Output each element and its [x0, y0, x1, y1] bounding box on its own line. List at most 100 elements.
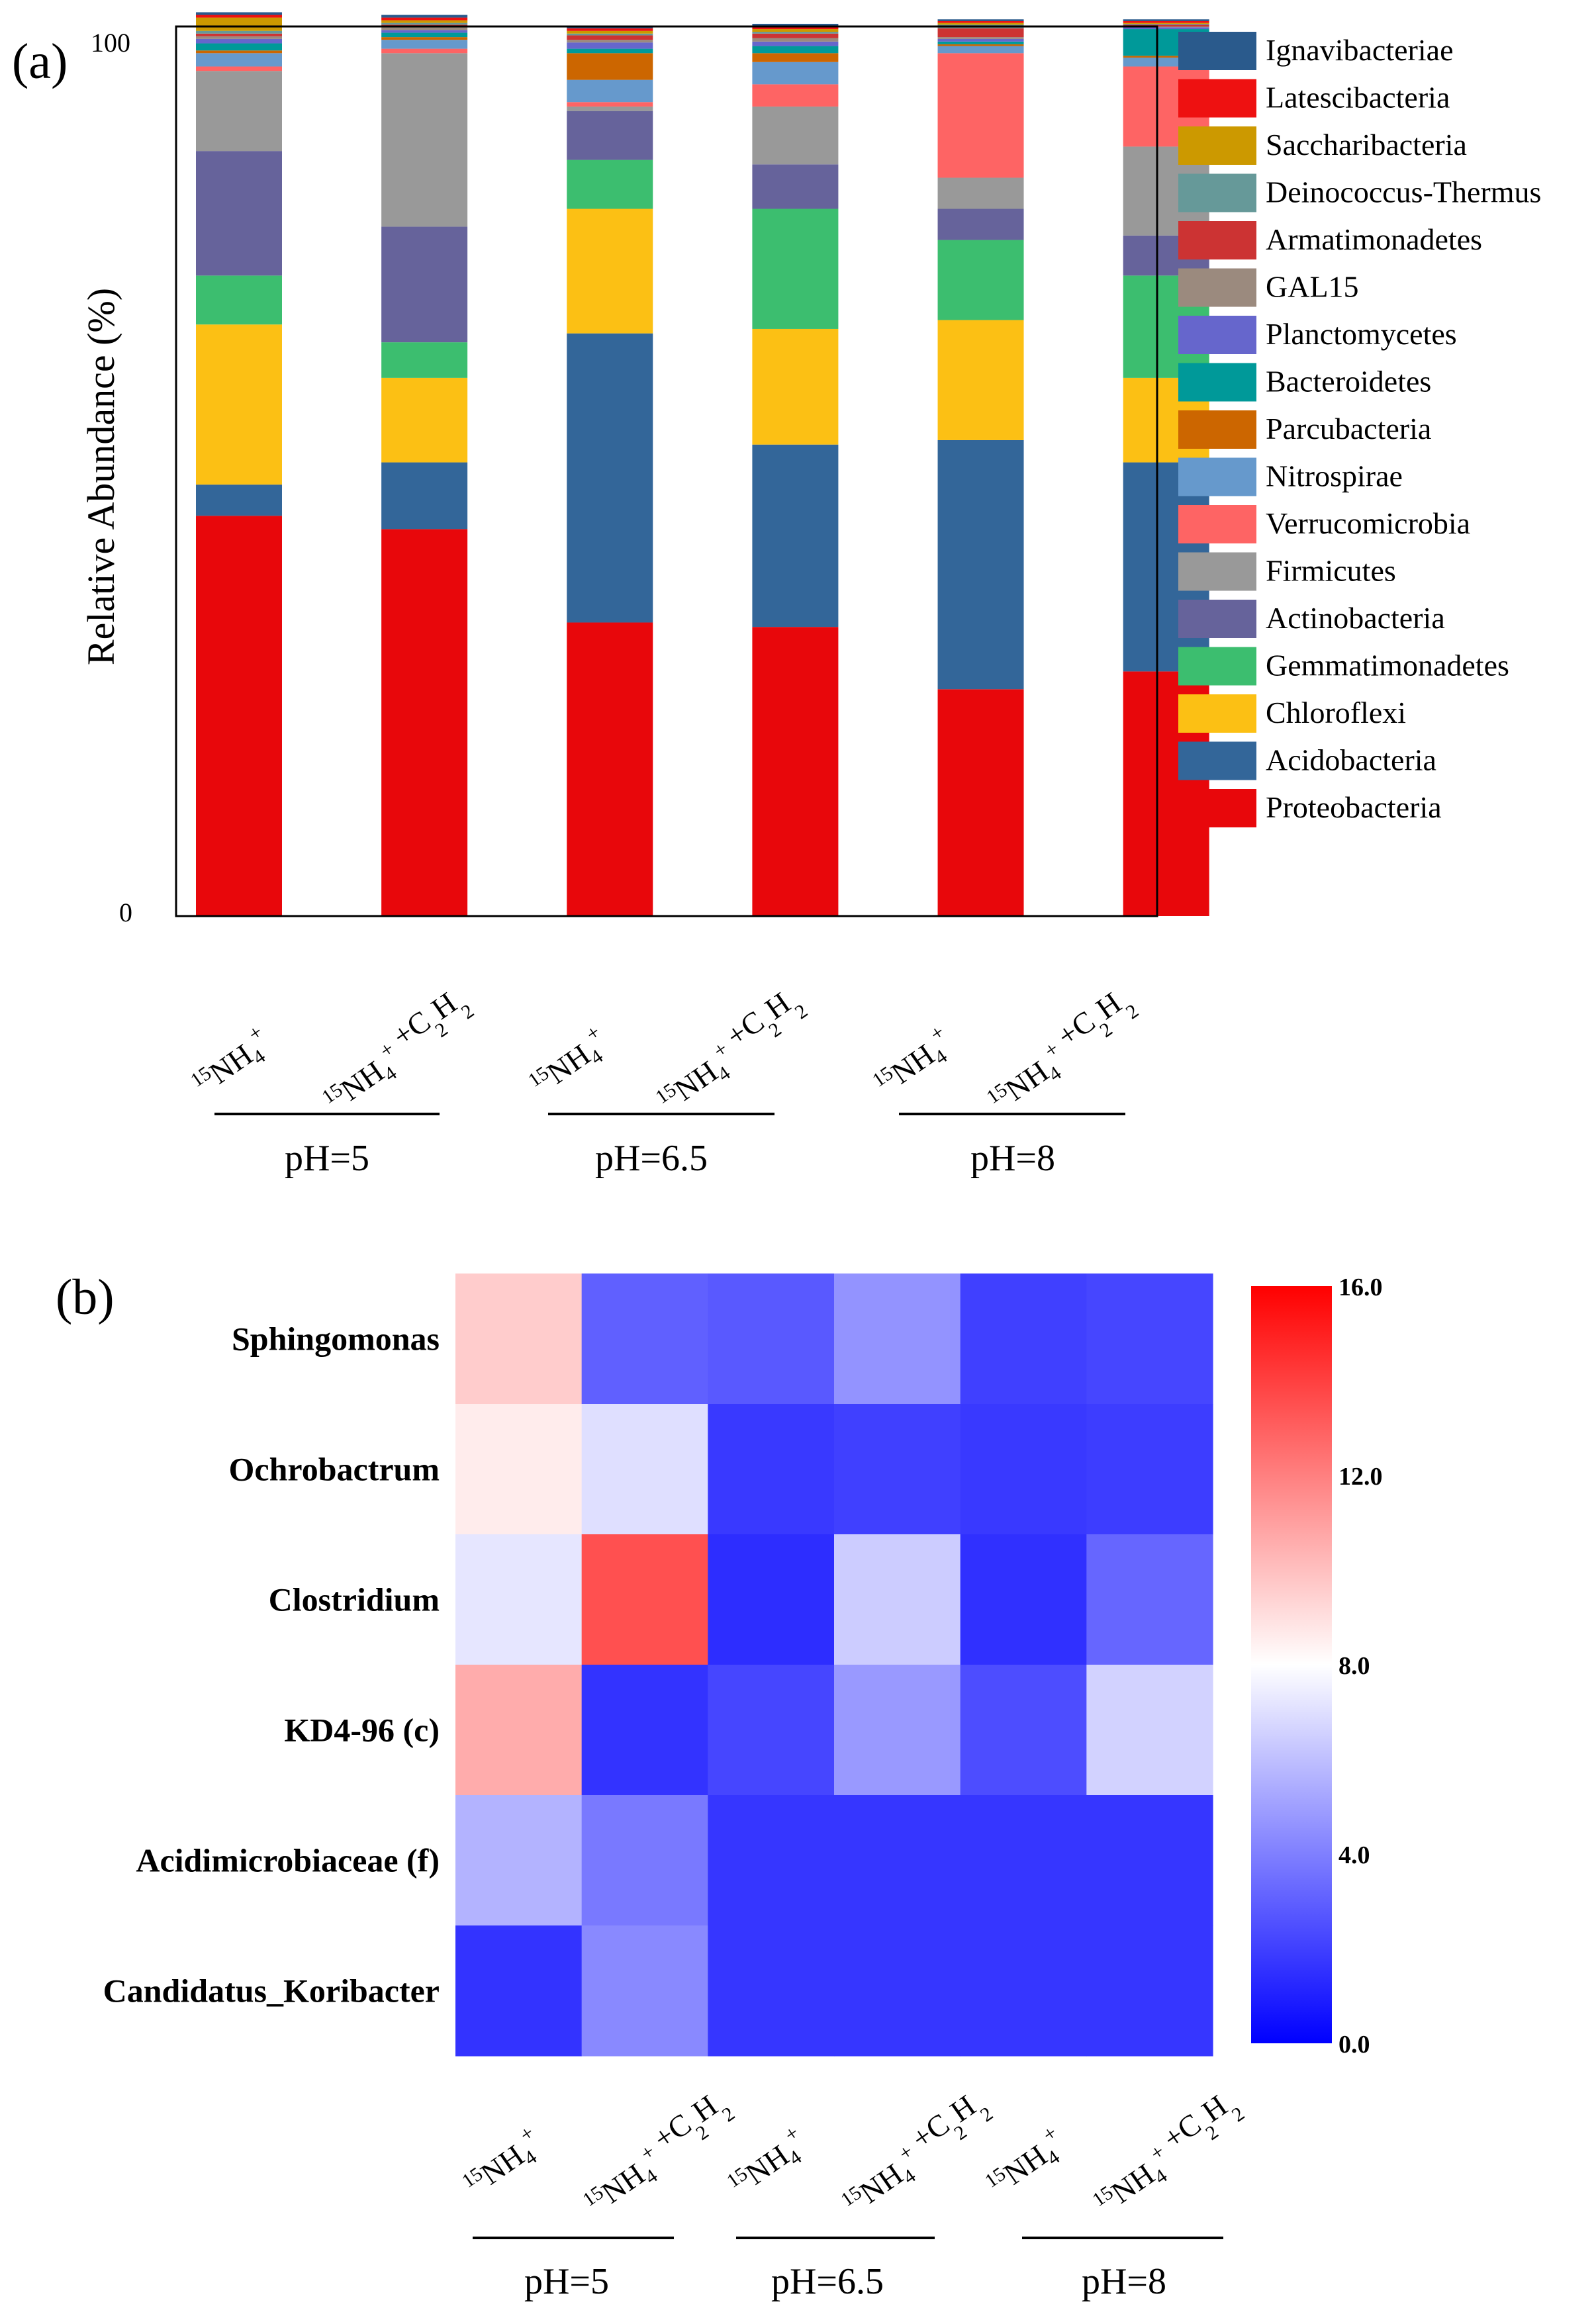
heatmap-cell-clostridium-5 — [960, 1534, 1087, 1665]
legend-swatch-bacteroidetes — [1178, 363, 1256, 402]
panel-b-row-labels: Sphingomonas Ochrobactrum Clostridium KD4-9… — [103, 1320, 440, 2010]
colorbar-ticks: 16.0 12.0 8.0 4.0 0.0 — [1338, 1274, 1383, 2059]
legend-label-proteobacteria: Proteobacteria — [1266, 790, 1442, 824]
bar-segment-actinobacteria-5 — [937, 208, 1024, 240]
bar-segment-chloroflexi-2 — [381, 377, 468, 463]
heatmap-cell-ochrobactrum-3 — [708, 1404, 835, 1535]
bar-segment-nitrospirae-2 — [381, 40, 468, 49]
group-label-a-ph-8: pH=8 — [970, 1138, 1055, 1179]
heatmap-cell-candidatus-koribacter-3 — [708, 1925, 835, 2057]
legend-label-armatimonadetes: Armatimonadetes — [1266, 222, 1482, 256]
bar-segment-parcubacteria-6 — [1123, 56, 1209, 58]
legend-swatch-latescibacteria — [1178, 79, 1256, 118]
heatmap-cell-kd4-96-c-4 — [834, 1665, 961, 1796]
x-tick-label-b-4: 15NH4+ +C2H2 — [829, 2082, 1001, 2225]
bar-segment-parcubacteria-4 — [752, 53, 839, 62]
legend-label-chloroflexi: Chloroflexi — [1266, 696, 1406, 729]
heatmap-cell-ochrobactrum-5 — [960, 1404, 1087, 1535]
heatmap-cell-clostridium-4 — [834, 1534, 961, 1665]
heatmap-cell-acidimicrobiaceae-f-4 — [834, 1795, 961, 1926]
bar-segment-firmicutes-2 — [381, 53, 468, 227]
legend-label-verrucomicrobia: Verrucomicrobia — [1266, 506, 1470, 540]
bar-segment-actinobacteria-4 — [752, 164, 839, 209]
panel-a-ylabel: Relative Abundance (%) — [79, 288, 122, 665]
heatmap-cell-sphingomonas-2 — [581, 1274, 708, 1405]
bar-segment-proteobacteria-2 — [381, 529, 468, 916]
bar-segment-firmicutes-3 — [567, 106, 653, 111]
bar-segment-armatimonadetes-5 — [937, 28, 1024, 38]
bar-segment-acidobacteria-5 — [937, 440, 1024, 690]
bar-segment-gemmatimonadetes-3 — [567, 160, 653, 209]
bar-segment-latescibacteria-4 — [752, 26, 839, 30]
bar-segment-ignavibacteriae-4 — [752, 23, 839, 26]
legend-label-nitrospirae: Nitrospirae — [1266, 459, 1403, 493]
bar-segment-chloroflexi-5 — [937, 320, 1024, 440]
row-label-acidimicrobiaceae-f: Acidimicrobiaceae (f) — [136, 1842, 440, 1879]
legend-label-gemmatimonadetes: Gemmatimonadetes — [1266, 649, 1509, 682]
heatmap-cell-sphingomonas-5 — [960, 1274, 1087, 1405]
bar-segment-gal15-3 — [567, 40, 653, 43]
legend-swatch-verrucomicrobia — [1178, 505, 1256, 543]
bar-segment-firmicutes-4 — [752, 106, 839, 165]
legend-swatch-deinococcus-thermus — [1178, 173, 1256, 212]
bar-segment-ignavibacteriae-6 — [1123, 19, 1209, 21]
heatmap-cell-candidatus-koribacter-6 — [1086, 1925, 1213, 2057]
group-label-b-ph-6-5: pH=6.5 — [771, 2261, 884, 2302]
bar-segment-bacteroidetes-2 — [381, 32, 468, 38]
panel-a-bars — [196, 12, 1209, 916]
bar-segment-gemmatimonadetes-4 — [752, 208, 839, 329]
bar-segment-parcubacteria-5 — [937, 44, 1024, 46]
bar-segment-parcubacteria-2 — [381, 37, 468, 40]
legend-swatch-armatimonadetes — [1178, 221, 1256, 259]
row-label-kd4-96-c: KD4-96 (c) — [284, 1712, 440, 1749]
bar-segment-planctomycetes-6 — [1123, 27, 1209, 30]
bar-segment-latescibacteria-6 — [1123, 21, 1209, 23]
heatmap-cell-acidimicrobiaceae-f-5 — [960, 1795, 1087, 1926]
bar-segment-gal15-4 — [752, 38, 839, 42]
group-label-a-ph-5: pH=5 — [285, 1138, 369, 1179]
bar-segment-ignavibacteriae-5 — [937, 19, 1024, 21]
bar-segment-gal15-6 — [1123, 26, 1209, 28]
legend-label-bacteroidetes: Bacteroidetes — [1266, 365, 1431, 398]
bar-segment-latescibacteria-1 — [196, 15, 282, 18]
bar-segment-verrucomicrobia-2 — [381, 48, 468, 54]
bar-segment-nitrospirae-3 — [567, 79, 653, 103]
bar-segment-gal15-1 — [196, 36, 282, 39]
legend-swatch-actinobacteria — [1178, 600, 1256, 638]
heatmap-cell-ochrobactrum-6 — [1086, 1404, 1213, 1535]
bar-segment-planctomycetes-1 — [196, 38, 282, 44]
bar-segment-bacteroidetes-3 — [567, 48, 653, 54]
bar-segment-armatimonadetes-3 — [567, 35, 653, 40]
bar-segment-proteobacteria-3 — [567, 622, 653, 916]
heatmap-cell-acidimicrobiaceae-f-1 — [455, 1795, 583, 1926]
heatmap-cell-ochrobactrum-2 — [581, 1404, 708, 1535]
x-tick-label-b-5: 15NH4+ — [978, 2120, 1074, 2206]
group-label-a-ph-6-5: pH=6.5 — [595, 1138, 708, 1179]
x-tick-label-b-6: 15NH4+ +C2H2 — [1080, 2082, 1252, 2225]
legend-swatch-chloroflexi — [1178, 694, 1256, 733]
row-label-clostridium: Clostridium — [269, 1581, 440, 1618]
bar-segment-planctomycetes-4 — [752, 41, 839, 46]
legend-swatch-ignavibacteriae — [1178, 32, 1256, 70]
heatmap-cell-ochrobactrum-1 — [455, 1404, 583, 1535]
bar-segment-bacteroidetes-4 — [752, 46, 839, 54]
heatmap-cell-candidatus-koribacter-4 — [834, 1925, 961, 2057]
x-tick-label-a-1: 15NH4+ — [183, 1019, 279, 1105]
bar-segment-nitrospirae-1 — [196, 53, 282, 67]
bar-segment-latescibacteria-5 — [937, 21, 1024, 23]
bar-segment-acidobacteria-4 — [752, 444, 839, 627]
bar-segment-acidobacteria-3 — [567, 333, 653, 623]
bar-segment-actinobacteria-2 — [381, 226, 468, 343]
heatmap-cell-candidatus-koribacter-1 — [455, 1925, 583, 2057]
legend-label-firmicutes: Firmicutes — [1266, 554, 1396, 588]
heatmap-cell-sphingomonas-6 — [1086, 1274, 1213, 1405]
panel-b-heatmap — [455, 1274, 1213, 2057]
bar-segment-armatimonadetes-1 — [196, 33, 282, 36]
heatmap-cell-sphingomonas-4 — [834, 1274, 961, 1405]
heatmap-cell-clostridium-3 — [708, 1534, 835, 1665]
x-tick-label-a-4: 15NH4+ +C2H2 — [643, 980, 816, 1122]
heatmap-cell-candidatus-koribacter-5 — [960, 1925, 1087, 2057]
